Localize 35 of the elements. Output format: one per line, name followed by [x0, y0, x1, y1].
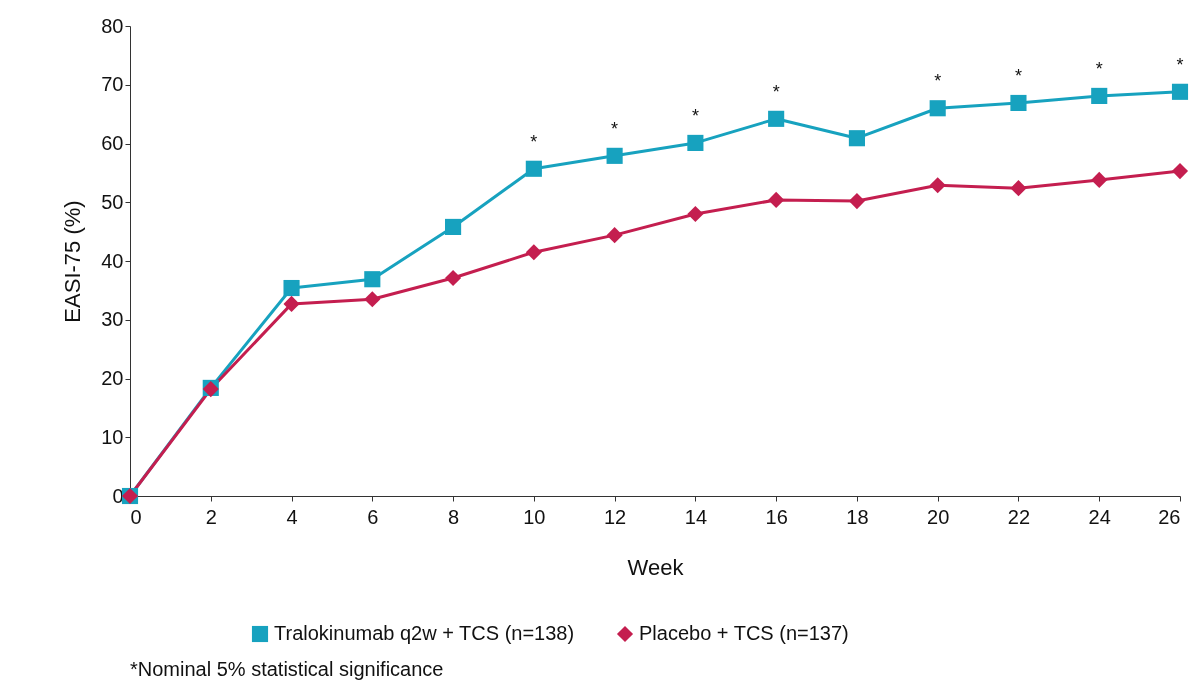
y-tick-label: 30: [101, 308, 124, 331]
x-tick-label: 0: [130, 505, 142, 528]
annotation: *: [934, 71, 942, 92]
y-tick-label: 10: [101, 425, 124, 448]
legend-label: Tralokinumab q2w + TCS (n=138): [274, 622, 575, 644]
y-tick-label: 20: [101, 367, 124, 389]
y-axis-title: EASI-75 (%): [60, 200, 86, 323]
x-tick-label: 2: [205, 505, 217, 528]
annotation: *: [611, 118, 619, 139]
text: *Nominal 5% statistical significance: [130, 658, 444, 681]
x-tick-label: 10: [523, 505, 546, 528]
x-tick-label: 24: [1088, 505, 1111, 528]
y-tick-label: 60: [101, 132, 124, 154]
x-tick-label: 6: [367, 505, 379, 528]
annotation: *: [1014, 65, 1022, 86]
y-tick-label: 50: [101, 190, 124, 213]
legend-label: Placebo + TCS (n=137): [639, 622, 849, 644]
annotation: *: [772, 81, 780, 102]
x-tick-label: 14: [684, 505, 708, 528]
x-tick-label: 26: [1158, 505, 1181, 528]
x-tick-label: 22: [1007, 505, 1031, 528]
annotation: *: [530, 131, 538, 152]
y-tick-label: 40: [101, 249, 124, 272]
annotation: *: [1095, 58, 1103, 79]
y-tick-label: 70: [101, 73, 124, 96]
x-axis-title: Week: [627, 554, 685, 580]
x-tick-label: 4: [286, 505, 298, 528]
x-tick-label: 18: [846, 505, 869, 528]
x-tick-label: 16: [765, 505, 788, 528]
y-tick-label: 80: [101, 14, 124, 37]
x-tick-label: 8: [448, 505, 460, 528]
annotation: *: [691, 105, 699, 126]
x-tick-label: 20: [927, 505, 950, 528]
annotation: *: [1176, 54, 1184, 75]
x-tick-label: 12: [603, 505, 627, 528]
